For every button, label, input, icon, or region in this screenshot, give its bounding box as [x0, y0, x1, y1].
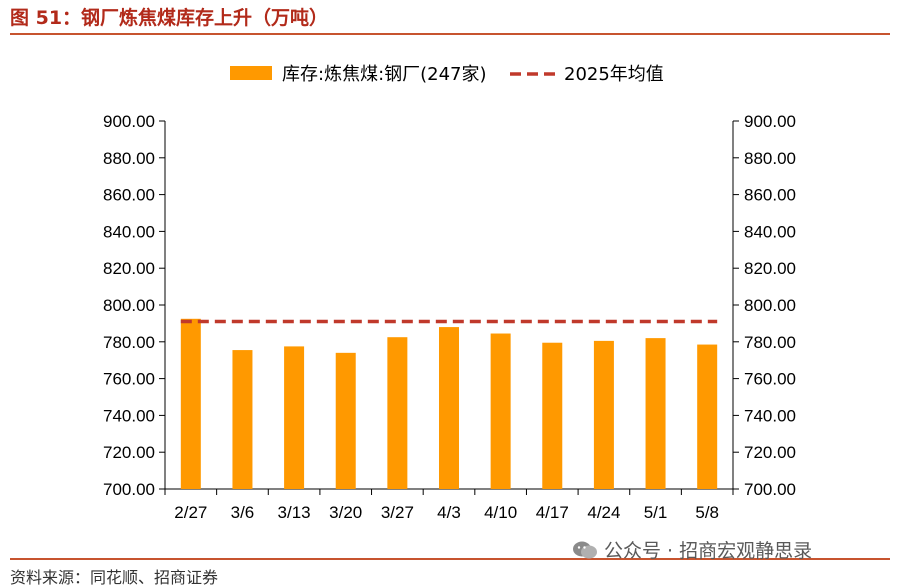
- left-y-tick-label: 820.00: [103, 259, 155, 278]
- bar-5/8: [697, 344, 718, 489]
- title-divider: [10, 33, 890, 35]
- right-y-tick-label: 740.00: [744, 406, 796, 425]
- left-y-tick-label: 760.00: [103, 370, 155, 389]
- bar-3/20: [335, 352, 356, 489]
- left-y-tick-label: 860.00: [103, 186, 155, 205]
- axes: 700.00 700.00 720.00 720.00 740.00 740.00 760.…: [103, 112, 796, 499]
- figure-title: 图 51：钢厂炼焦煤库存上升（万吨）: [10, 7, 329, 29]
- right-y-tick-label: 720.00: [744, 443, 796, 462]
- right-y-tick-label: 820.00: [744, 259, 796, 278]
- left-y-tick-label: 900.00: [103, 112, 155, 131]
- legend-bar-label: 库存:炼焦煤:钢厂(247家): [282, 64, 487, 85]
- bar-2/27: [180, 318, 201, 489]
- x-tick-label: 5/1: [644, 503, 668, 522]
- bar-3/27: [387, 337, 408, 489]
- x-tick-label: 3/13: [278, 503, 311, 522]
- left-y-tick-label: 780.00: [103, 333, 155, 352]
- watermark: 公众号 · 招商宏观静思录: [572, 536, 812, 563]
- legend-line-label: 2025年均值: [564, 64, 664, 85]
- bar-3/6: [232, 350, 253, 489]
- right-y-tick-label: 700.00: [744, 480, 796, 499]
- source-note: 资料来源：同花顺、招商证券: [10, 568, 219, 587]
- watermark-text: 公众号 · 招商宏观静思录: [604, 540, 813, 562]
- bar-3/13: [284, 346, 305, 489]
- wechat-icon: [573, 541, 597, 558]
- legend-bar-swatch: [230, 66, 272, 80]
- x-tick-label: 3/6: [231, 503, 255, 522]
- bar-4/17: [542, 342, 563, 489]
- left-y-tick-label: 740.00: [103, 406, 155, 425]
- right-y-tick-label: 780.00: [744, 333, 796, 352]
- legend: 库存:炼焦煤:钢厂(247家) 2025年均值: [230, 64, 664, 85]
- footer-divider: [10, 558, 890, 560]
- right-y-tick-label: 900.00: [744, 112, 796, 131]
- x-tick-label: 3/20: [329, 503, 362, 522]
- x-tick-label: 4/17: [536, 503, 569, 522]
- right-y-tick-label: 800.00: [744, 296, 796, 315]
- left-y-tick-label: 720.00: [103, 443, 155, 462]
- chart: 库存:炼焦煤:钢厂(247家) 2025年均值 700.00 700.00 720.…: [103, 64, 796, 522]
- right-y-tick-label: 840.00: [744, 222, 796, 241]
- bar-4/10: [490, 333, 511, 489]
- x-tick-label: 4/24: [587, 503, 620, 522]
- x-tick-label: 2/27: [174, 503, 207, 522]
- left-y-tick-label: 800.00: [103, 296, 155, 315]
- right-y-tick-label: 880.00: [744, 149, 796, 168]
- x-tick-label: 5/8: [695, 503, 719, 522]
- right-y-tick-label: 760.00: [744, 370, 796, 389]
- right-y-tick-label: 860.00: [744, 186, 796, 205]
- x-tick-label: 3/27: [381, 503, 414, 522]
- left-y-tick-label: 880.00: [103, 149, 155, 168]
- x-tick-label: 4/3: [437, 503, 461, 522]
- bar-5/1: [645, 338, 666, 489]
- bar-4/3: [439, 327, 459, 489]
- left-y-tick-label: 700.00: [103, 480, 155, 499]
- left-y-tick-label: 840.00: [103, 222, 155, 241]
- bars: 2/27 3/6 3/13 3/20 3/27 4/3 4/10 4/17 4/24 5/1 5/8: [174, 318, 719, 522]
- x-tick-label: 4/10: [484, 503, 517, 522]
- bar-4/24: [593, 340, 614, 489]
